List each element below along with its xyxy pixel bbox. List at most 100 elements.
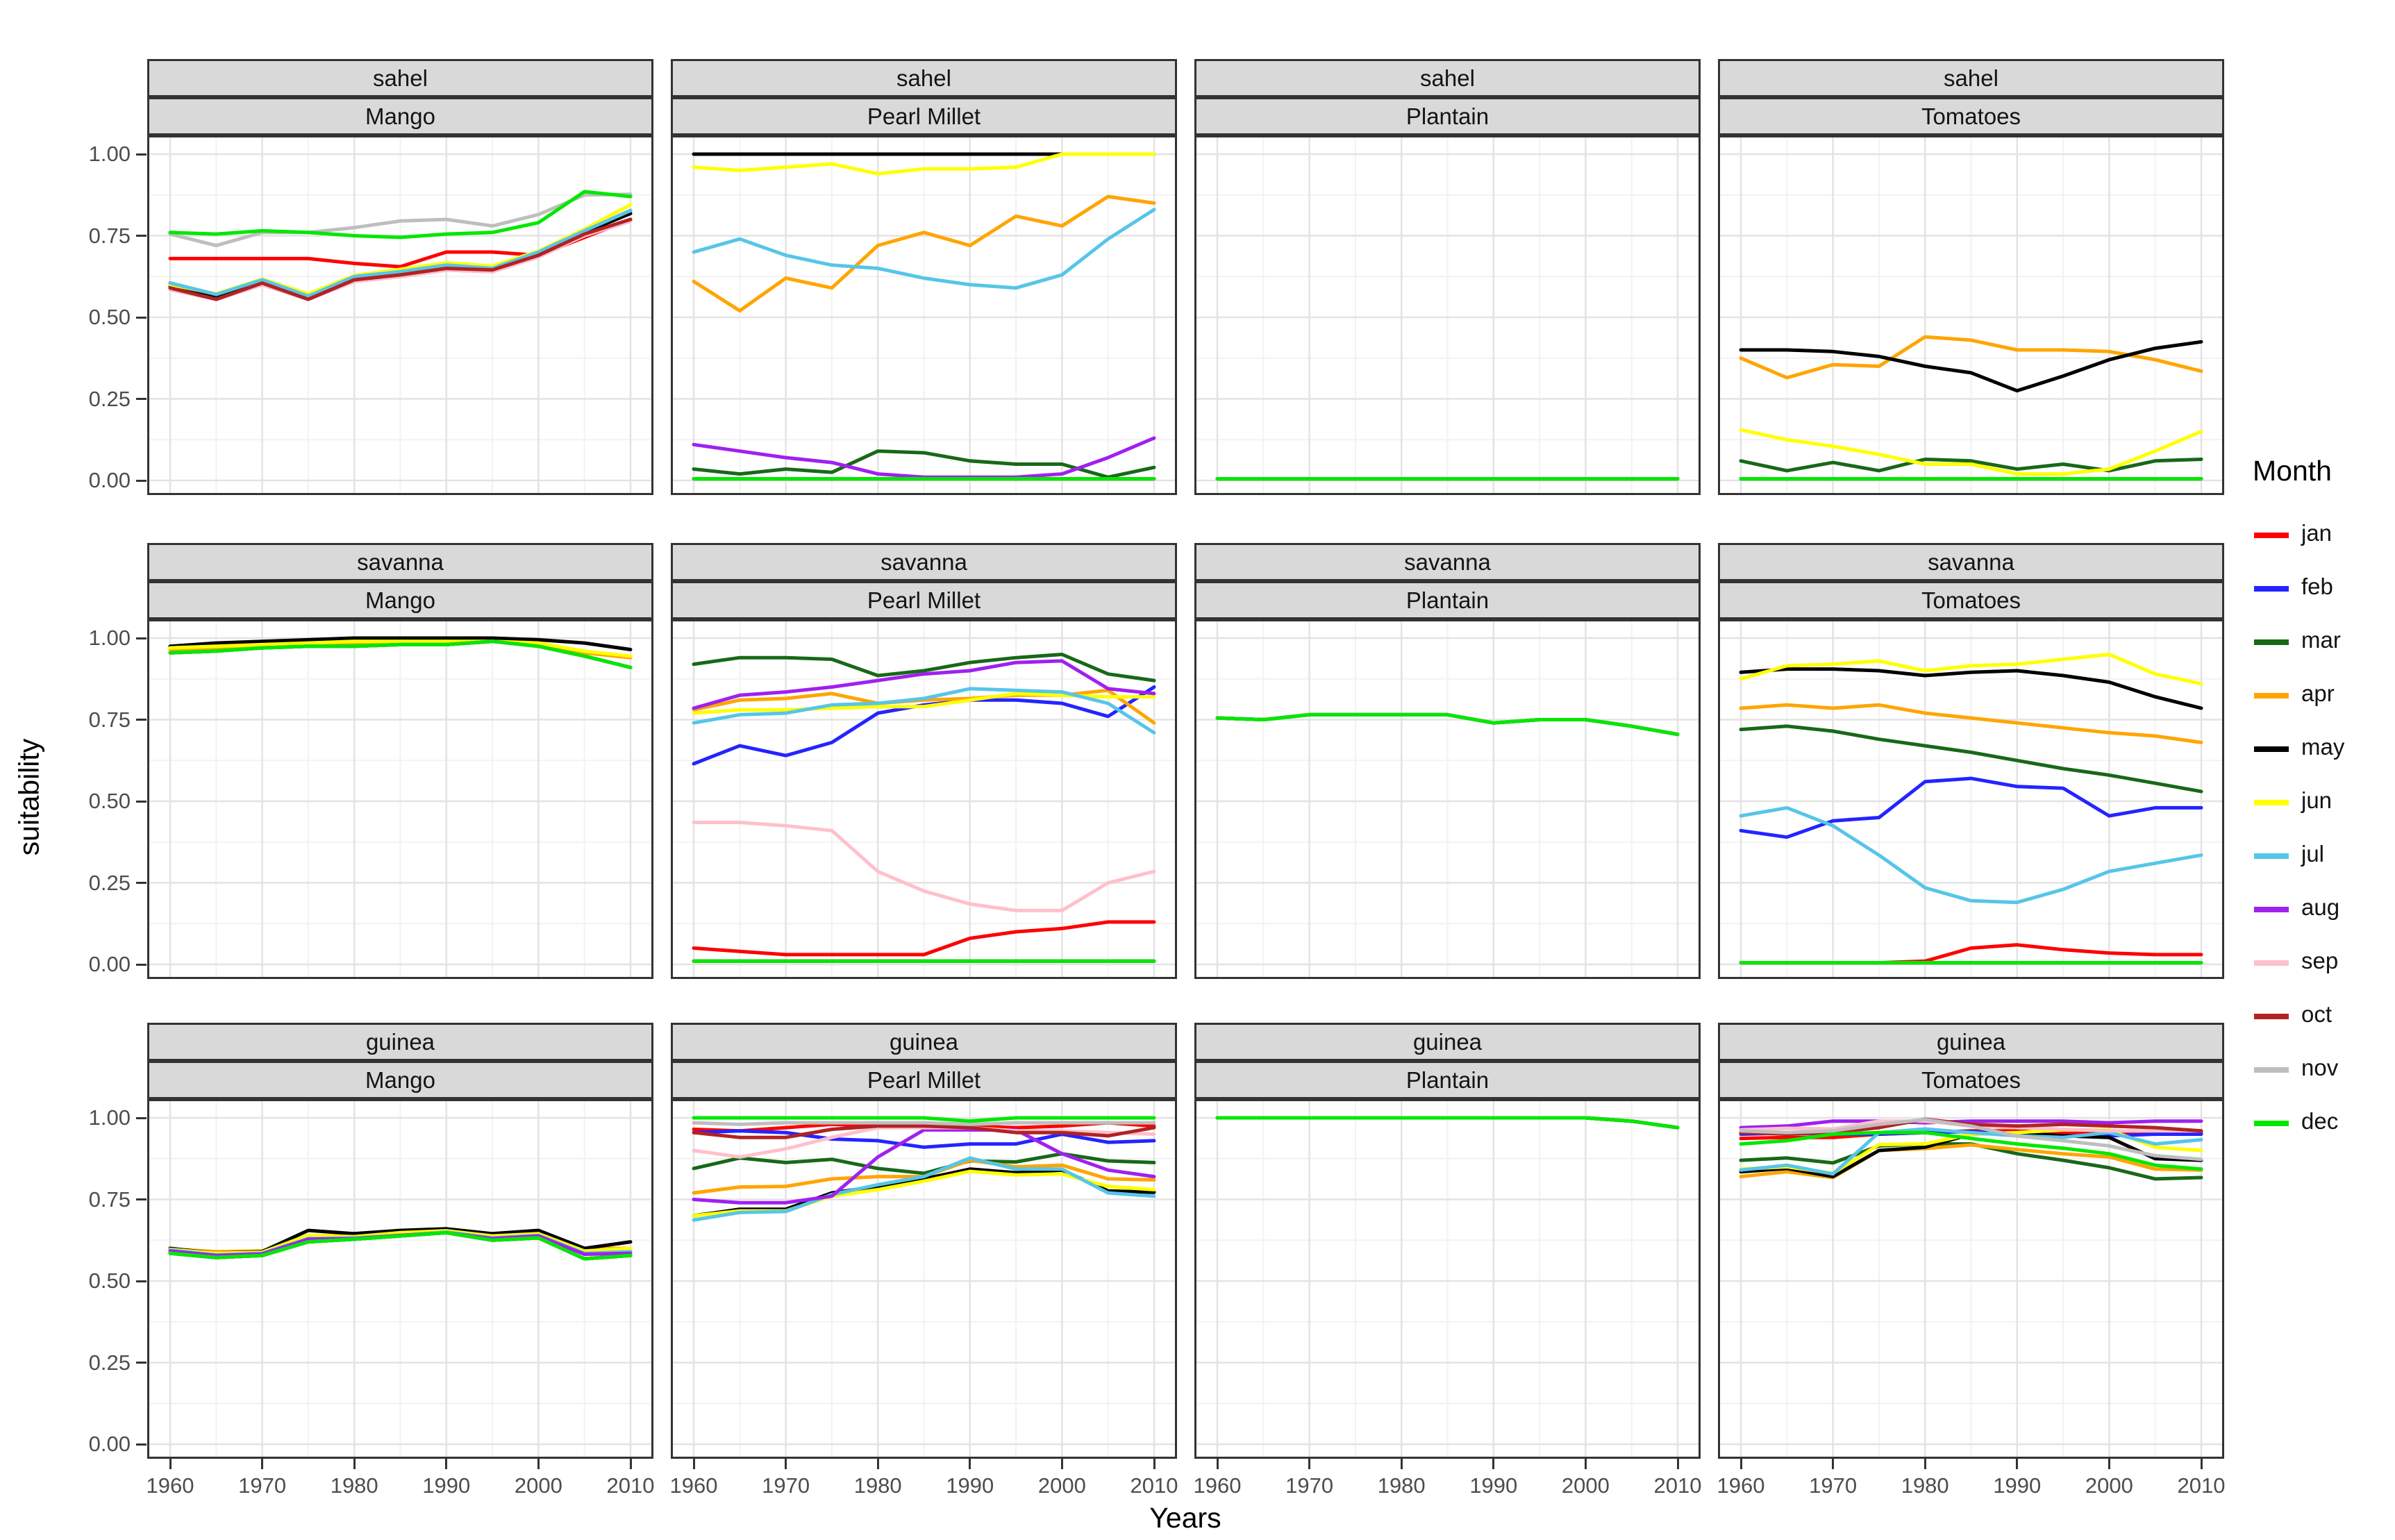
panel-plot-sahel-pearl-millet <box>671 135 1177 495</box>
facet-strip-region: sahel <box>671 59 1177 97</box>
legend-item-jan: jan <box>2253 519 2392 553</box>
legend-key-sep-icon <box>2254 960 2289 966</box>
series-line-aug <box>692 659 1156 710</box>
series-line-sep <box>692 821 1156 912</box>
series-line-mar <box>1739 458 2203 473</box>
series-line-nov <box>1739 1117 2203 1162</box>
x-tick-mark <box>2108 1459 2110 1469</box>
series-line-aug <box>1739 1119 2203 1130</box>
series-line-jun <box>1739 653 2203 686</box>
legend-item-apr: apr <box>2253 679 2392 714</box>
legend-key-jul-icon <box>2254 853 2289 859</box>
x-tick-label: 1970 <box>762 1473 810 1498</box>
x-axis-title: Years <box>1149 1502 1221 1534</box>
facet-strip-crop: Mango <box>147 97 653 135</box>
panel-plot-savanna-pearl-millet <box>671 619 1177 979</box>
series-line-jun <box>168 639 633 658</box>
legend-key-oct-icon <box>2254 1014 2289 1019</box>
legend-label-nov: nov <box>2301 1055 2339 1080</box>
x-tick-label: 1990 <box>1993 1473 2042 1498</box>
panel-plot-savanna-mango <box>147 619 653 979</box>
legend-item-mar: mar <box>2253 626 2392 660</box>
x-tick-mark <box>1832 1459 1835 1469</box>
legend-key-nov-icon <box>2254 1067 2289 1073</box>
legend-item-oct: oct <box>2253 1000 2392 1035</box>
panel-plot-sahel-plantain <box>1194 135 1701 495</box>
series-line-nov <box>692 1121 1156 1126</box>
x-tick-label: 1980 <box>853 1473 902 1498</box>
legend-label-oct: oct <box>2301 1001 2333 1027</box>
x-tick-label: 1970 <box>1809 1473 1858 1498</box>
legend-label-may: may <box>2301 734 2345 760</box>
y-tick-label: 0.25 <box>88 870 131 895</box>
x-tick-mark <box>629 1459 632 1469</box>
legend-label-feb: feb <box>2301 574 2333 599</box>
legend-key-may-icon <box>2254 746 2289 752</box>
legend-title: Month <box>2253 455 2332 487</box>
legend-item-aug: aug <box>2253 893 2392 928</box>
facet-strip-region: savanna <box>1194 543 1701 581</box>
y-tick-label: 1.00 <box>88 626 131 650</box>
panel-plot-sahel-tomatoes <box>1718 135 2224 495</box>
legend-label-jun: jun <box>2301 787 2333 813</box>
y-tick-mark <box>136 1362 147 1364</box>
legend-key-feb-icon <box>2254 586 2289 592</box>
series-line-dec <box>1215 1116 1680 1130</box>
panel-plot-guinea-mango <box>147 1099 653 1459</box>
x-tick-mark <box>537 1459 540 1469</box>
legend-item-nov: nov <box>2253 1053 2392 1088</box>
facet-strip-region: sahel <box>1718 59 2224 97</box>
facet-strip-region: sahel <box>147 59 653 97</box>
y-tick-label: 0.25 <box>88 1350 131 1375</box>
y-tick-mark <box>136 800 147 803</box>
series-line-may <box>1739 667 2203 710</box>
x-tick-label: 2010 <box>1130 1473 1178 1498</box>
legend-label-jan: jan <box>2301 520 2333 546</box>
legend-label-aug: aug <box>2301 894 2340 920</box>
y-tick-mark <box>136 398 147 400</box>
series-line-may <box>1739 340 2203 393</box>
y-tick-label: 0.75 <box>88 707 131 732</box>
x-tick-label: 2010 <box>1653 1473 1702 1498</box>
series-line-dec <box>168 190 633 240</box>
legend-label-mar: mar <box>2301 627 2341 653</box>
legend-label-apr: apr <box>2301 680 2335 706</box>
x-tick-label: 2000 <box>1037 1473 1086 1498</box>
series-line-apr <box>1739 703 2203 744</box>
facet-strip-crop: Plantain <box>1194 1061 1701 1099</box>
x-tick-label: 1960 <box>1717 1473 1765 1498</box>
legend-key-mar-icon <box>2254 639 2289 645</box>
series-line-mar <box>692 1152 1156 1175</box>
x-tick-mark <box>169 1459 172 1469</box>
facet-strip-crop: Pearl Millet <box>671 1061 1177 1099</box>
series-line-aug <box>692 1128 1156 1205</box>
facet-strip-crop: Tomatoes <box>1718 1061 2224 1099</box>
x-tick-label: 1990 <box>946 1473 994 1498</box>
facet-strip-crop: Tomatoes <box>1718 97 2224 135</box>
facet-strip-crop: Plantain <box>1194 581 1701 619</box>
facet-strip-crop: Mango <box>147 1061 653 1099</box>
series-line-jun <box>1739 428 2203 476</box>
legend-key-jun-icon <box>2254 800 2289 805</box>
x-tick-mark <box>353 1459 356 1469</box>
facet-strip-crop: Mango <box>147 581 653 619</box>
x-tick-mark <box>1584 1459 1587 1469</box>
panel-plot-savanna-plantain <box>1194 619 1701 979</box>
x-tick-label: 1990 <box>422 1473 471 1498</box>
x-tick-label: 2000 <box>1561 1473 1610 1498</box>
series-line-jul <box>692 687 1156 735</box>
facet-strip-crop: Pearl Millet <box>671 97 1177 135</box>
x-tick-label: 2010 <box>606 1473 655 1498</box>
legend: Month jan feb mar apr may jun jul aug sep oct nov d… <box>2253 455 2392 1149</box>
x-tick-mark <box>969 1459 971 1469</box>
y-tick-label: 0.50 <box>88 305 131 329</box>
y-tick-label: 0.50 <box>88 1269 131 1293</box>
y-tick-label: 0.00 <box>88 952 131 976</box>
legend-key-jan-icon <box>2254 533 2289 538</box>
x-tick-mark <box>1923 1459 1926 1469</box>
panel-plot-sahel-mango <box>147 135 653 495</box>
series-line-jun <box>692 152 1156 176</box>
legend-key-dec-icon <box>2254 1121 2289 1126</box>
series-line-dec <box>1215 712 1680 737</box>
